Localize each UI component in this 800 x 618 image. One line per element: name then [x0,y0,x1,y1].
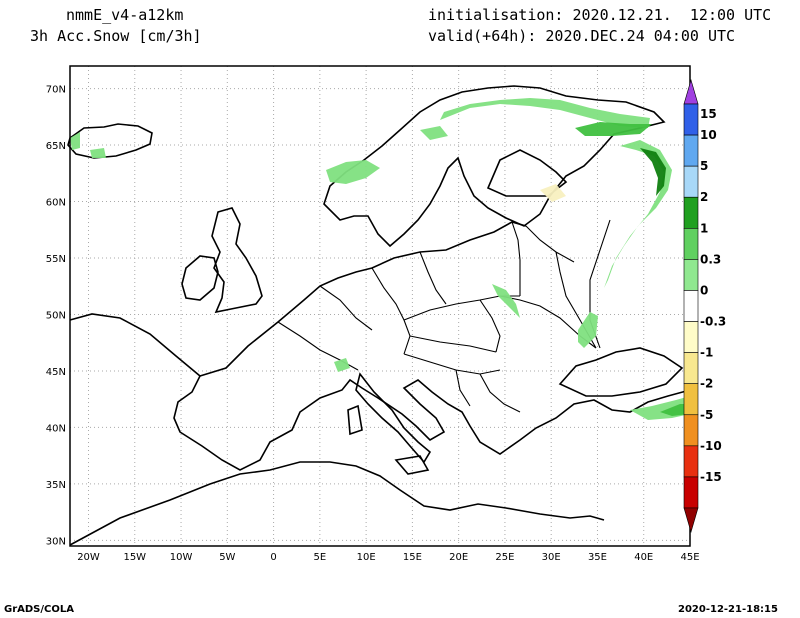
colorbar-label: 0.3 [700,252,721,266]
x-tick-label: 0 [270,552,276,563]
colorbar-top-arrow [683,78,699,105]
coastlines-borders [67,85,691,546]
colorbar-label: -2 [700,377,713,391]
borders [277,219,611,413]
colorbar-segment [683,290,699,322]
ireland-coast [181,255,219,301]
x-tick-label: 15W [123,552,146,563]
colorbar-label: 5 [700,159,708,173]
x-tick-label: 10E [357,552,376,563]
colorbar-segment [683,321,699,353]
longitude-ticks: 20W 15W 10W 5W 0 5E 10E 15E 20E 25E 30E 35E 40E 45E [77,552,699,563]
colorbar-segment [683,352,699,384]
colorbar-label: 15 [700,107,717,121]
colorbar-label: 2 [700,190,708,204]
valid-time: valid(+64h): 2020.DEC.24 04:00 UTC [428,27,736,45]
colorbar-segment [683,196,699,229]
sardinia [347,404,363,436]
snow-areas [70,98,690,420]
colorbar-label: -5 [700,408,713,422]
init-time: initialisation: 2020.12.21. 12:00 UTC [428,6,772,24]
x-tick-label: 30E [542,552,561,563]
colorbar-segment [683,134,699,167]
y-tick-label: 60N [46,198,66,209]
colorbar-segment [683,259,699,291]
continent-coast [69,313,691,471]
colorbar-segment [683,383,699,416]
snow-area [420,126,448,140]
plot-timestamp: 2020-12-21-18:15 [678,604,778,615]
y-tick-label: 35N [46,480,66,491]
x-tick-label: 35E [588,552,607,563]
sicily [394,455,430,475]
colorbar-segment [683,476,699,509]
snow-area [575,122,652,136]
snow-area [90,148,106,158]
italy-coast [355,372,432,464]
x-tick-label: 5W [219,552,235,563]
colorbar-segment [683,445,699,478]
snow-area [640,148,666,196]
colorbar-label: -15 [700,470,722,484]
colorbar-segment [683,228,699,260]
snow-area [70,132,80,150]
x-tick-label: 20W [77,552,100,563]
y-tick-label: 50N [46,310,66,321]
x-tick-label: 45E [680,552,699,563]
x-tick-label: 5E [314,552,327,563]
y-tick-label: 40N [46,423,66,434]
software-credit: GrADS/COLA [4,604,74,615]
north-coast [199,221,527,377]
colorbar: 15 10 5 2 1 0.3 0 -0.3 -1 -2 -5 -10 -15 [683,78,726,534]
colorbar-bottom-arrow [683,507,699,534]
iceland-coast [67,123,153,159]
snow-area [604,140,672,288]
finland-border [486,149,568,197]
snow-area [660,404,690,416]
scandinavia-coast [323,85,666,248]
colorbar-label: -1 [700,346,713,360]
snow-area [334,358,350,372]
colorbar-label: 10 [700,128,717,142]
colorbar-segment [683,414,699,447]
snow-area [326,160,380,184]
snow-area [578,312,598,348]
black-sea-coast [558,347,684,397]
colorbar-label: -10 [700,439,722,453]
colorbar-label: 1 [700,221,708,235]
field-name: 3h Acc.Snow [cm/3h] [30,27,202,45]
y-tick-label: 70N [46,85,66,96]
model-name: nmmE_v4-a12km [66,6,184,24]
africa-coast [69,461,605,546]
y-tick-label: 55N [46,254,66,265]
x-tick-label: 20E [449,552,468,563]
snow-area [492,284,520,318]
colorbar-segment [683,165,699,198]
x-tick-label: 10W [170,552,193,563]
x-tick-label: 15E [403,552,422,563]
colorbar-label: -0.3 [700,315,726,329]
y-tick-label: 65N [46,141,66,152]
colorbar-segment [683,103,699,136]
snow-area [540,184,566,202]
y-tick-label: 45N [46,367,66,378]
y-tick-label: 30N [46,536,66,547]
colorbar-label: 0 [700,283,708,297]
latitude-ticks: 30N 35N 40N 45N 50N 55N 60N 65N 70N [46,85,66,548]
britain-coast [211,207,263,314]
graticule [70,66,691,546]
x-tick-label: 40E [634,552,653,563]
x-tick-label: 25E [495,552,514,563]
